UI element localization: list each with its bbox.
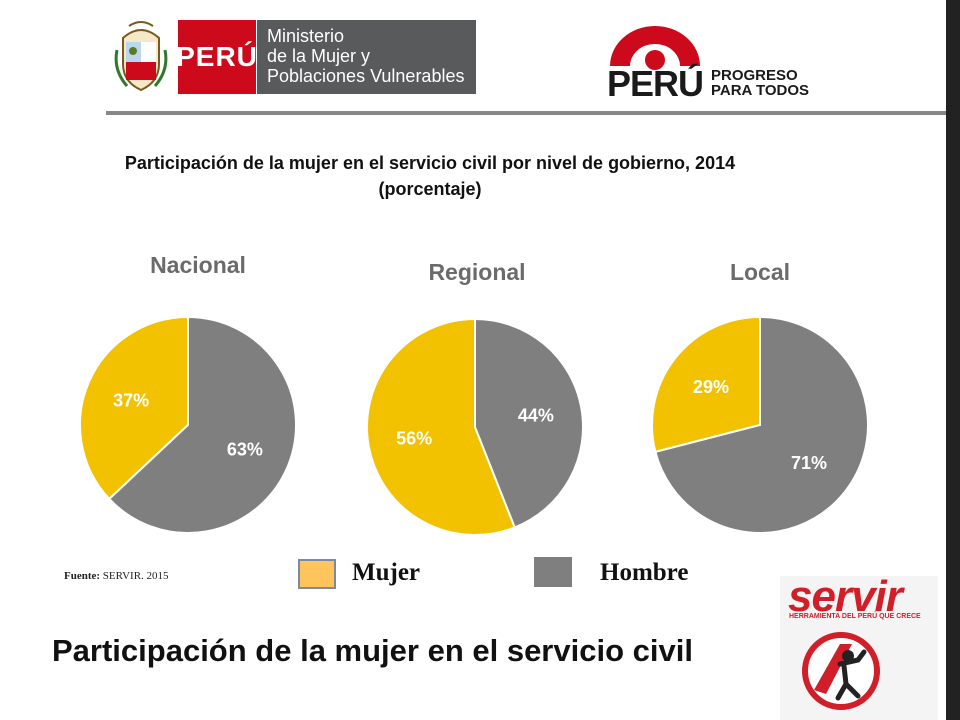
ministry-line-3: Poblaciones Vulnerables	[267, 66, 465, 86]
source-label: Fuente:	[64, 570, 101, 582]
ministry-line-1: Ministerio	[267, 26, 345, 46]
progreso-slogan: PROGRESO PARA TODOS	[711, 68, 809, 98]
chart-subtitle: (porcentaje)	[378, 179, 482, 199]
chart-title: Participación de la mujer en el servicio…	[124, 153, 736, 173]
pie-label-nacional-mujer: 37%	[113, 390, 149, 410]
header-divider	[106, 111, 946, 115]
servir-emblem-icon	[802, 632, 880, 710]
ministry-name-box: Ministerio de la Mujer y Poblaciones Vul…	[257, 20, 476, 94]
slogan-line-2: PARA TODOS	[711, 82, 810, 99]
pie-slice-local-mujer	[651, 315, 761, 454]
pie-label-local-hombre: 71%	[791, 453, 827, 473]
pie-slice-nacional-hombre	[107, 315, 297, 534]
pie-title-regional: Regional	[428, 259, 526, 285]
pie-slice-regional-mujer	[366, 317, 517, 536]
pie-title-nacional: Nacional	[150, 252, 246, 278]
peru-arc-logo-icon	[610, 26, 700, 70]
pie-title-local: Local	[729, 259, 791, 285]
pie-label-regional-hombre: 44%	[518, 405, 554, 425]
slide-bottom-title: Participación de la mujer en el servicio…	[52, 633, 693, 668]
pie-label-nacional-hombre: 63%	[227, 440, 263, 460]
pie-label-local-mujer: 29%	[693, 377, 729, 397]
pie-slice-regional-hombre	[474, 317, 584, 529]
chart-title-block: Participación de la mujer en el servicio…	[90, 150, 770, 202]
pie-slice-nacional-mujer	[79, 315, 189, 501]
pie-slice-local-hombre	[654, 315, 869, 534]
legend-swatch-hombre	[534, 557, 572, 587]
source-text: SERVIR. 2015	[102, 570, 169, 582]
peru-progreso-wordmark: PERÚ	[607, 63, 704, 104]
peru-brand-box: PERÚ	[176, 20, 257, 94]
servir-wordmark: servir	[788, 572, 903, 621]
right-edge-bar	[946, 0, 960, 720]
legend-swatch-mujer	[298, 559, 336, 589]
slogan-line-1: PROGRESO	[711, 67, 798, 84]
legend-label-mujer: Mujer	[352, 559, 421, 586]
legend-label-hombre: Hombre	[600, 559, 689, 586]
pie-label-regional-mujer: 56%	[396, 429, 432, 449]
servir-tagline: HERRAMIENTA DEL PERÚ QUE CRECE	[789, 613, 921, 620]
ministry-line-2: de la Mujer y	[267, 46, 371, 66]
source-note: Fuente: SERVIR. 2015	[64, 570, 169, 582]
coat-of-arms-icon	[114, 21, 168, 92]
